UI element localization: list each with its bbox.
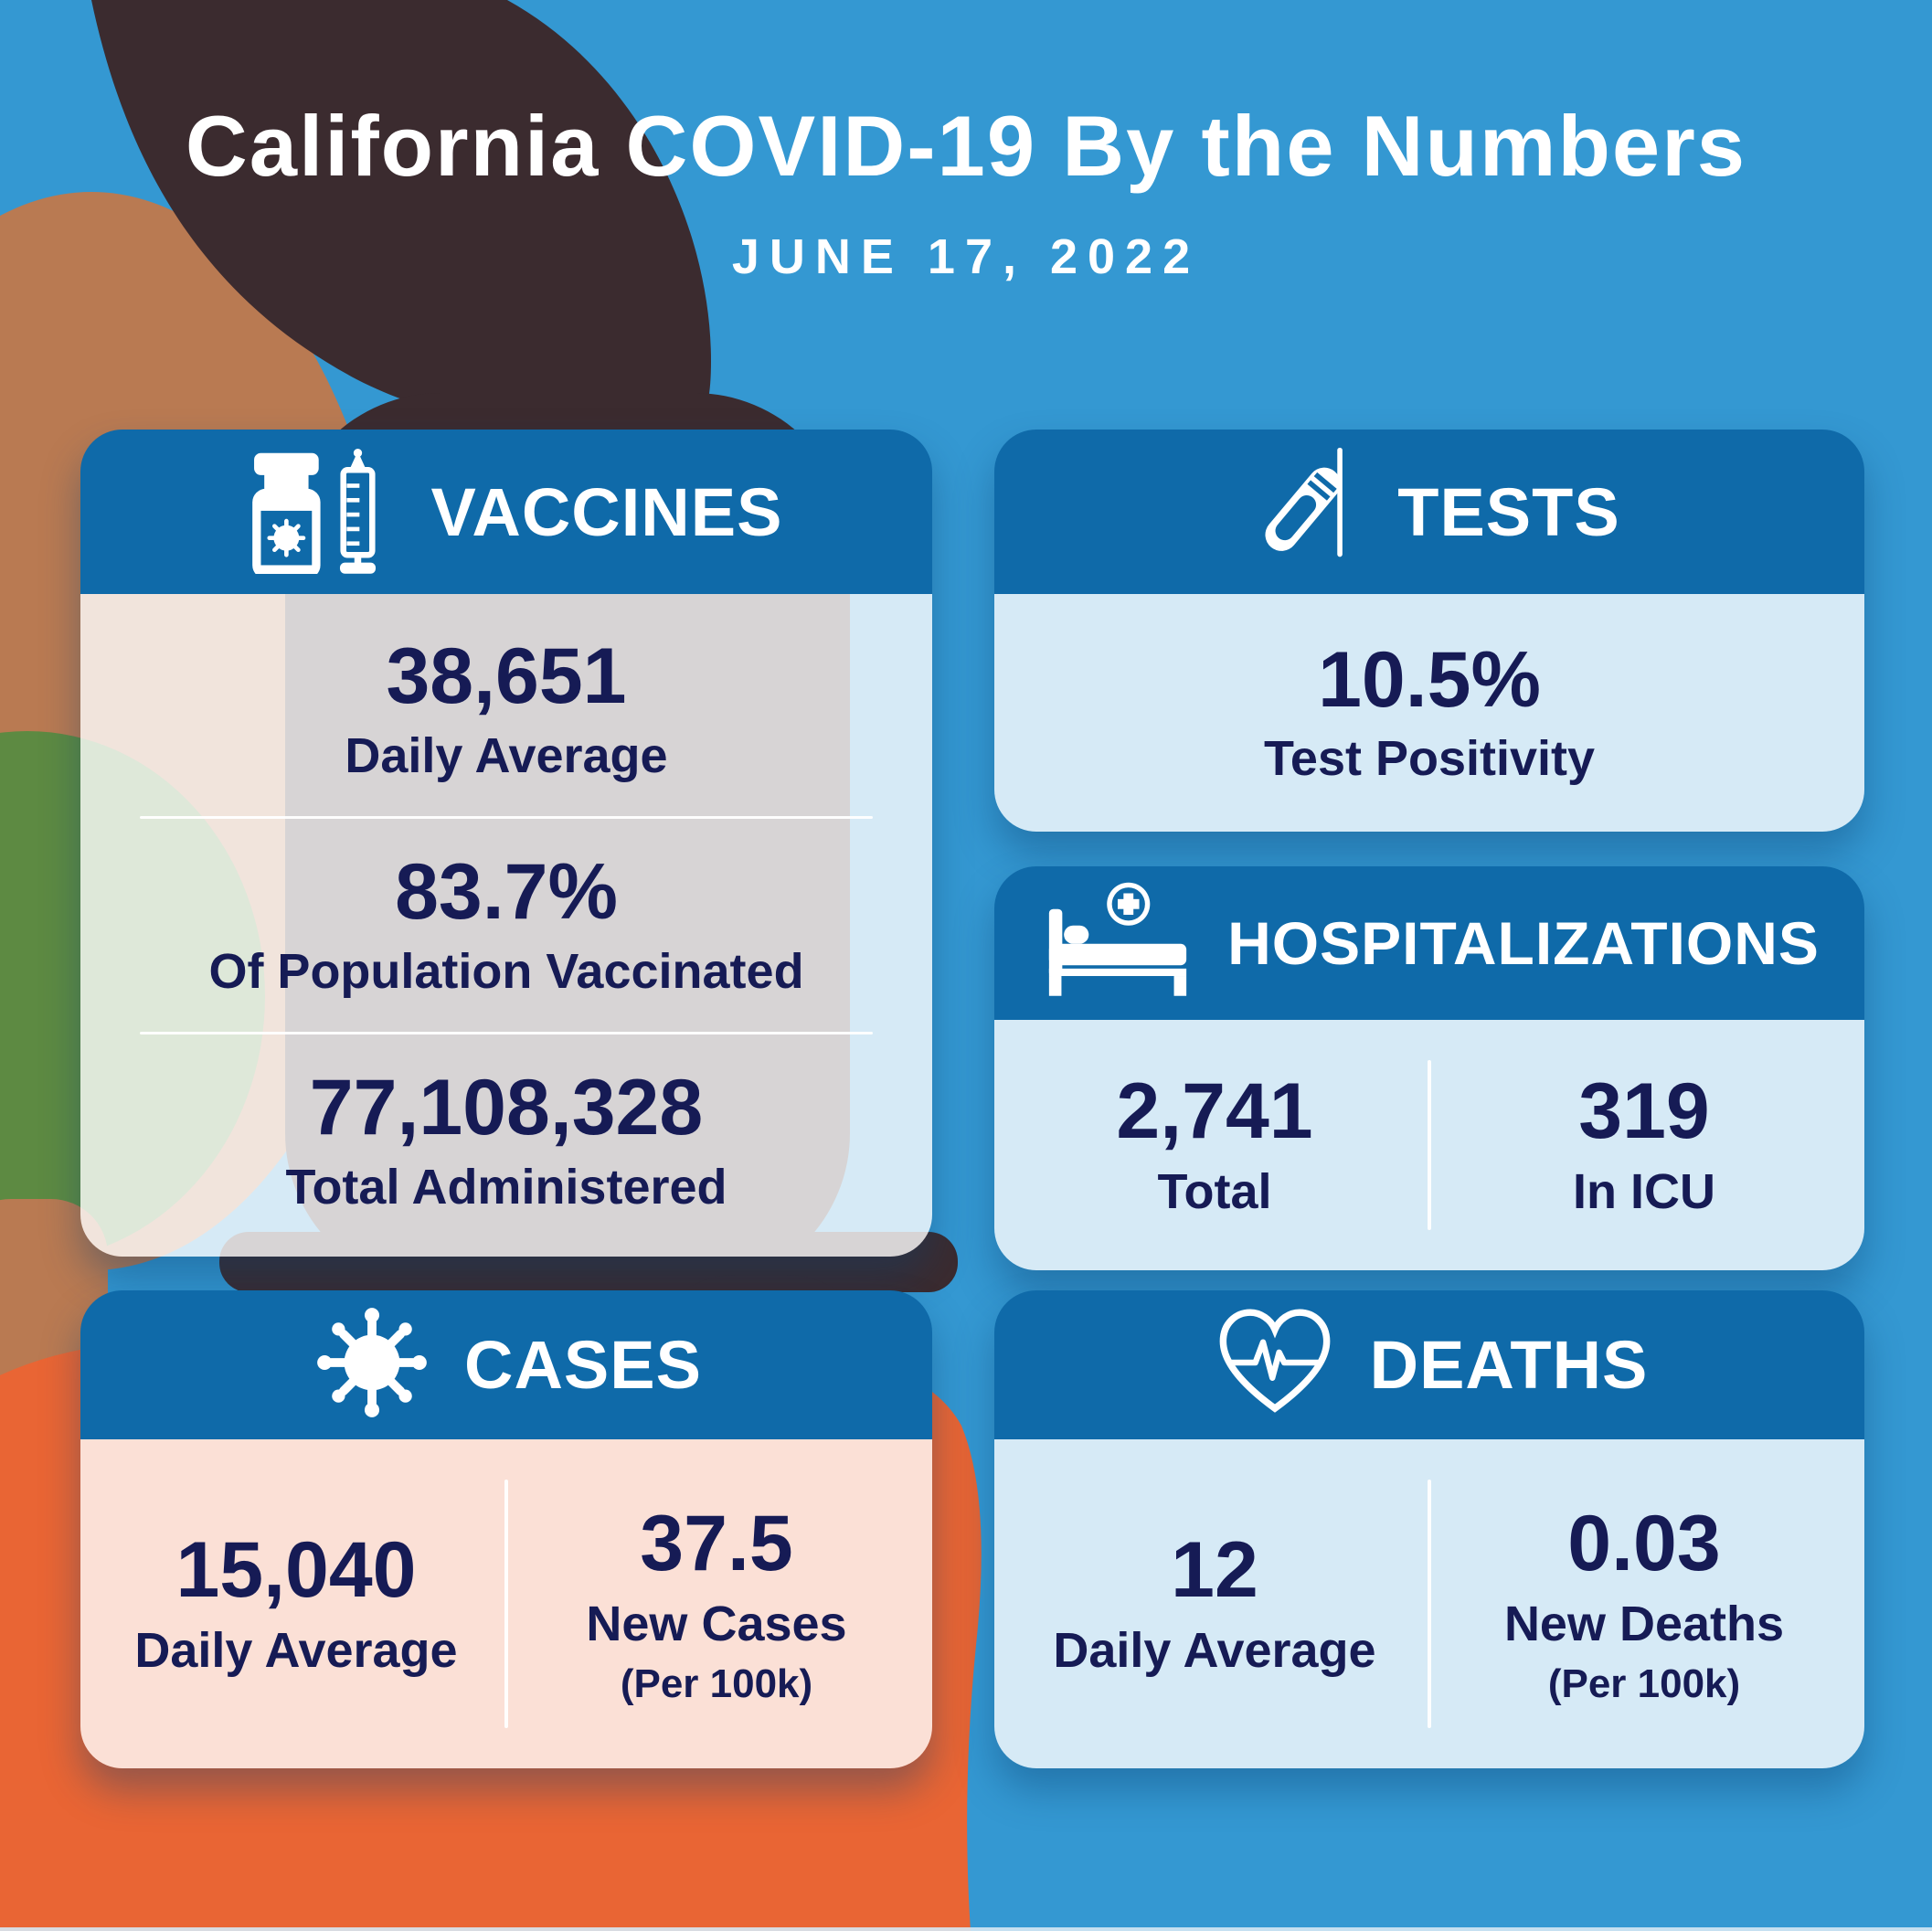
page-title: California COVID-19 By the Numbers (185, 98, 1747, 194)
stat-value: 83.7% (395, 848, 618, 937)
bottom-edge-line (0, 1927, 1932, 1931)
stat-value: 319 (1578, 1066, 1710, 1155)
deaths-card: DEATHS 12 Daily Average 0.03 New Deaths … (994, 1290, 1864, 1768)
test-swab-tube-icon (1238, 446, 1366, 578)
stat-label: Daily Average (134, 1623, 458, 1679)
cases-daily-average-stat: 15,040 Daily Average (88, 1461, 504, 1746)
tests-card-title: TESTS (1397, 473, 1620, 550)
vaccines-daily-average-stat: 38,651 Daily Average (345, 635, 667, 783)
hospitalizations-total-stat: 2,741 Total (1002, 1042, 1428, 1248)
stat-label: Daily Average (345, 727, 668, 783)
vaccines-card-body: 38,651 Daily Average 83.7% Of Population… (80, 594, 932, 1257)
divider (1428, 1060, 1431, 1230)
stat-label: Test Positivity (1263, 731, 1596, 787)
vaccines-card: VACCINES 38,651 Daily Average 83.7% Of P… (80, 430, 932, 1257)
deaths-card-title: DEATHS (1369, 1327, 1649, 1403)
deaths-daily-average-stat: 12 Daily Average (1002, 1461, 1428, 1746)
divider (140, 1031, 873, 1034)
vaccines-card-title: VACCINES (430, 473, 783, 550)
page-date: JUNE 17, 2022 (731, 229, 1201, 284)
test-positivity-stat: 10.5% Test Positivity (1263, 635, 1596, 787)
hospitalizations-card-title: HOSPITALIZATIONS (1227, 909, 1820, 977)
stat-label: Total (1157, 1164, 1272, 1220)
deaths-card-body: 12 Daily Average 0.03 New Deaths (Per 10… (994, 1439, 1864, 1768)
vaccines-total-administered-stat: 77,108,328 Total Administered (285, 1066, 727, 1215)
cases-card-header: CASES (80, 1290, 932, 1439)
vaccine-vial-syringe-icon (230, 446, 400, 578)
stat-value: 15,040 (175, 1525, 417, 1614)
vaccines-population-stat: 83.7% Of Population Vaccinated (208, 851, 803, 999)
hospitalizations-card: HOSPITALIZATIONS 2,741 Total 319 In ICU (994, 866, 1864, 1270)
tests-card-body: 10.5% Test Positivity (994, 594, 1864, 832)
vaccines-card-header: VACCINES (80, 430, 932, 594)
cases-card-title: CASES (464, 1327, 702, 1403)
cases-card: CASES 15,040 Daily Average 37.5 New Case… (80, 1290, 932, 1768)
hospitalizations-icu-stat: 319 In ICU (1431, 1042, 1857, 1248)
stat-value: 38,651 (386, 632, 627, 721)
cases-card-body: 15,040 Daily Average 37.5 New Cases (Per… (80, 1439, 932, 1768)
stat-label: Daily Average (1053, 1623, 1376, 1679)
hospitalizations-card-header: HOSPITALIZATIONS (994, 866, 1864, 1020)
tests-card-header: TESTS (994, 430, 1864, 594)
divider (1428, 1480, 1431, 1728)
stat-value: 2,741 (1116, 1066, 1313, 1155)
stat-label: New Cases (586, 1597, 847, 1651)
stat-label: Total Administered (285, 1159, 727, 1215)
stat-value: 10.5% (1318, 635, 1541, 724)
tests-card: TESTS 10.5% Test Positivity (994, 430, 1864, 832)
divider (140, 815, 873, 819)
stat-sublabel: (Per 100k) (620, 1661, 813, 1707)
stat-label: Of Population Vaccinated (208, 943, 804, 999)
hospitalizations-card-body: 2,741 Total 319 In ICU (994, 1020, 1864, 1270)
heart-pulse-icon (1211, 1303, 1339, 1427)
cases-per-100k-stat: 37.5 New Cases (Per 100k) (508, 1461, 925, 1746)
coronavirus-icon (311, 1301, 433, 1428)
deaths-card-header: DEATHS (994, 1290, 1864, 1439)
stat-value: 12 (1171, 1525, 1258, 1614)
stat-value: 0.03 (1567, 1499, 1721, 1587)
stat-label: In ICU (1573, 1164, 1715, 1220)
divider (504, 1480, 508, 1728)
hospital-bed-icon (1039, 879, 1196, 1008)
stat-label: New Deaths (1503, 1597, 1785, 1651)
stat-value: 37.5 (640, 1499, 793, 1587)
stat-sublabel: (Per 100k) (1547, 1661, 1741, 1707)
deaths-per-100k-stat: 0.03 New Deaths (Per 100k) (1431, 1461, 1857, 1746)
stat-value: 77,108,328 (309, 1064, 704, 1152)
